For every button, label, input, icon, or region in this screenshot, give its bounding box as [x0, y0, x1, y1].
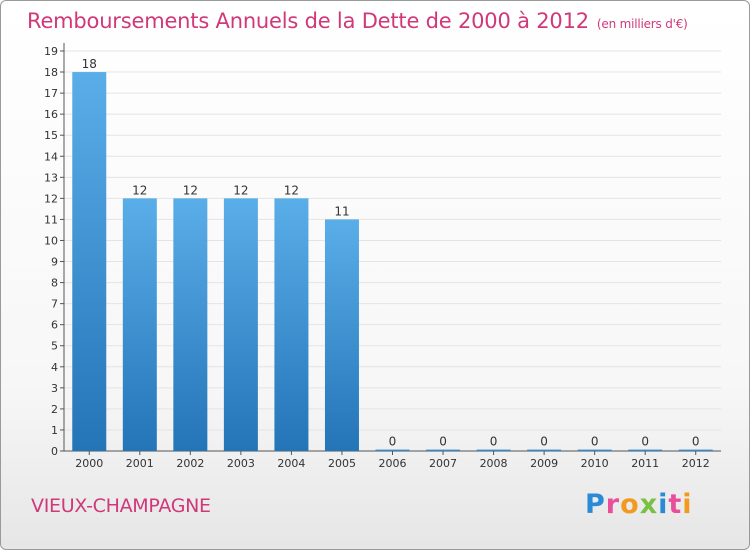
- bar: [577, 449, 612, 451]
- x-tick-label: 2009: [530, 457, 558, 470]
- x-tick-label: 2001: [126, 457, 154, 470]
- chart-unit: (en milliers d'€): [596, 17, 688, 31]
- data-label: 12: [183, 183, 198, 197]
- logo-letter: i: [658, 489, 669, 520]
- y-tick-label: 5: [51, 340, 58, 353]
- bar: [173, 198, 208, 451]
- y-tick-label: 19: [44, 45, 58, 58]
- commune-name: VIEUX-CHAMPAGNE: [31, 495, 211, 517]
- bar: [375, 449, 410, 451]
- x-tick-label: 2000: [75, 457, 103, 470]
- y-tick-label: 13: [44, 171, 58, 184]
- bar: [476, 449, 511, 451]
- labels: 0123456789101112131415161718191820001220…: [44, 45, 710, 470]
- x-tick-label: 2008: [480, 457, 508, 470]
- logo-letter: r: [605, 489, 621, 520]
- logo-letter: P: [585, 489, 606, 520]
- y-tick-label: 3: [51, 382, 58, 395]
- x-tick-label: 2012: [682, 457, 710, 470]
- data-label: 11: [334, 204, 349, 218]
- y-tick-label: 6: [51, 319, 58, 332]
- logo-letter: t: [668, 489, 683, 520]
- data-label: 0: [490, 435, 498, 449]
- data-label: 0: [389, 435, 397, 449]
- y-tick-label: 7: [51, 298, 58, 311]
- bar: [426, 449, 461, 451]
- chart-title: Remboursements Annuels de la Dette de 20…: [27, 9, 688, 33]
- bar: [274, 198, 309, 451]
- data-label: 12: [284, 183, 299, 197]
- logo-letter: i: [682, 489, 693, 520]
- y-tick-label: 16: [44, 108, 58, 121]
- grid-lines: [64, 50, 721, 431]
- bar: [527, 449, 562, 451]
- bar: [324, 219, 359, 451]
- y-tick-label: 9: [51, 256, 58, 269]
- y-tick-label: 18: [44, 66, 58, 79]
- data-label: 12: [233, 183, 248, 197]
- x-tick-label: 2002: [176, 457, 204, 470]
- y-tick-label: 11: [44, 213, 58, 226]
- y-tick-label: 17: [44, 87, 58, 100]
- x-tick-label: 2011: [631, 457, 659, 470]
- chart-title-text: Remboursements Annuels de la Dette de 20…: [27, 9, 589, 33]
- data-label: 12: [132, 183, 147, 197]
- y-tick-label: 12: [44, 192, 58, 205]
- proxiti-logo: Proxiti: [585, 489, 693, 520]
- y-tick-label: 0: [51, 445, 58, 458]
- data-label: 0: [540, 435, 548, 449]
- x-tick-label: 2004: [277, 457, 305, 470]
- y-tick-label: 2: [51, 403, 58, 416]
- y-tick-label: 15: [44, 129, 58, 142]
- y-tick-label: 4: [51, 361, 58, 374]
- data-label: 0: [641, 435, 649, 449]
- axes: [60, 43, 721, 455]
- bar: [122, 198, 157, 451]
- data-label: 0: [591, 435, 599, 449]
- bar: [678, 449, 713, 451]
- bar: [223, 198, 258, 451]
- y-tick-label: 1: [51, 424, 58, 437]
- data-label: 0: [692, 435, 700, 449]
- bars: [72, 72, 713, 451]
- logo-letter: o: [620, 489, 640, 520]
- data-label: 0: [439, 435, 447, 449]
- logo-letter: x: [639, 489, 659, 520]
- y-tick-label: 10: [44, 234, 58, 247]
- x-tick-label: 2003: [227, 457, 255, 470]
- bar: [72, 72, 107, 451]
- data-label: 18: [82, 57, 97, 71]
- y-tick-label: 14: [44, 150, 58, 163]
- y-tick-label: 8: [51, 277, 58, 290]
- bar: [628, 449, 663, 451]
- x-tick-label: 2010: [581, 457, 609, 470]
- x-tick-label: 2005: [328, 457, 356, 470]
- x-tick-label: 2007: [429, 457, 457, 470]
- x-tick-label: 2006: [379, 457, 407, 470]
